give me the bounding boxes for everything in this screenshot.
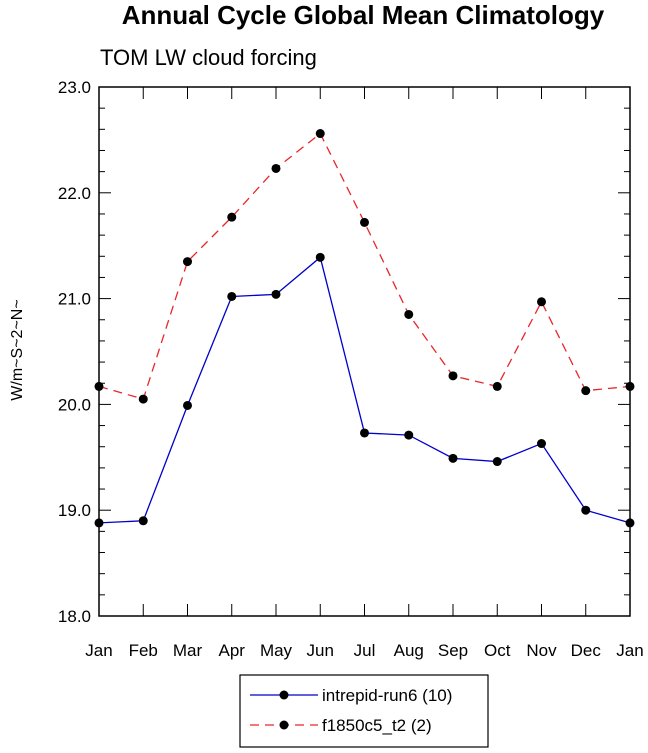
series-0-point [271, 289, 281, 299]
series-0-point [537, 439, 546, 449]
series-1-point [271, 163, 281, 173]
legend-label-f1850c5-t2: f1850c5_t2 (2) [322, 716, 432, 735]
plot-frame [98, 86, 631, 617]
legend-marker-f1850c5-t2 [279, 720, 289, 730]
legend-label-intrepid-run6: intrepid-run6 (10) [322, 686, 452, 705]
y-tick-label: 22.0 [58, 184, 91, 203]
x-tick-label: Jan [85, 641, 112, 660]
series-line-1 [98, 132, 631, 400]
x-tick-label: Feb [129, 641, 158, 660]
x-tick-label: Aug [394, 641, 424, 660]
legend-marker-intrepid-run6 [279, 690, 289, 700]
x-tick-label: Apr [219, 641, 246, 660]
series-0-point [448, 453, 458, 463]
series-1-point [581, 386, 591, 396]
y-tick-label: 21.0 [58, 290, 91, 309]
series-0-point [492, 457, 502, 467]
y-axis-label: W/m~S~2~N~ [9, 299, 26, 400]
x-tick-label: Oct [484, 641, 511, 660]
x-tick-label: Nov [526, 641, 557, 660]
series-0-point [404, 430, 414, 440]
series-0-point [581, 505, 591, 515]
y-tick-labels: 18.0 19.0 20.0 21.0 22.0 23.0 [58, 78, 91, 626]
series-0-point [183, 400, 192, 410]
series-line-0 [98, 256, 631, 524]
series-layer [94, 129, 635, 528]
chart-title: Annual Cycle Global Mean Climatology [122, 0, 605, 30]
series-1-point [315, 129, 325, 139]
x-tick-label: Jun [307, 641, 334, 660]
series-1-point [492, 381, 502, 391]
axis-ticks [98, 86, 631, 617]
y-tick-label: 23.0 [58, 78, 91, 97]
y-tick-label: 18.0 [58, 607, 91, 626]
x-tick-label: Dec [571, 641, 602, 660]
series-0-point [315, 252, 325, 262]
series-0-point [227, 291, 237, 301]
series-1-point [227, 212, 237, 222]
series-1-point [537, 297, 546, 307]
x-tick-labels: Jan Feb Mar Apr May Jun Jul Aug Sep Oct Nov Dec Jan [85, 641, 643, 660]
legend: intrepid-run6 (10) f1850c5_t2 (2) [239, 674, 489, 748]
x-tick-label: Sep [438, 641, 468, 660]
chart-subtitle: TOM LW cloud forcing [100, 45, 317, 70]
series-1-point [448, 371, 458, 381]
legend-box [239, 674, 489, 748]
x-tick-label: May [260, 641, 293, 660]
y-tick-label: 20.0 [58, 395, 91, 414]
series-0-point [138, 516, 148, 526]
series-0-point [360, 428, 369, 438]
series-1-point [138, 394, 148, 404]
series-1-point [183, 257, 192, 267]
series-1-point [360, 217, 369, 227]
series-1-point [404, 309, 414, 319]
x-tick-label: Jan [616, 641, 643, 660]
x-tick-label: Jul [354, 641, 376, 660]
x-tick-label: Mar [173, 641, 203, 660]
y-tick-label: 19.0 [58, 501, 91, 520]
